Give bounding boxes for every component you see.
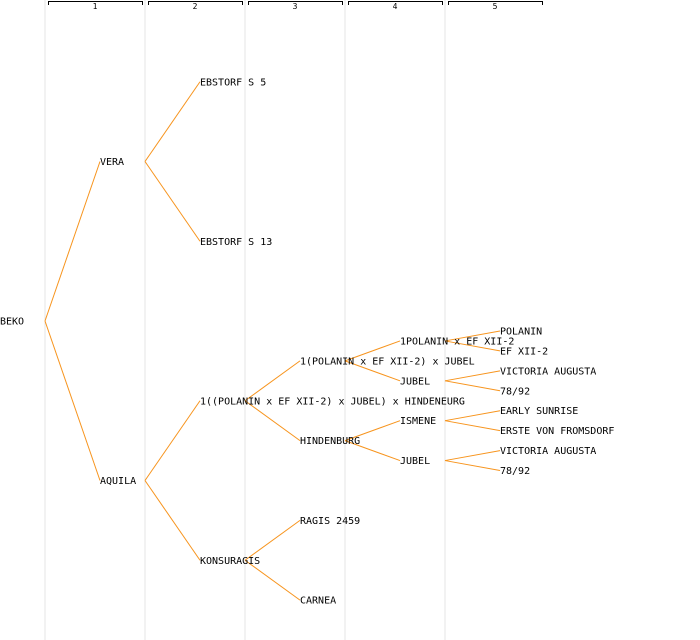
parent-edge [244, 559, 301, 601]
parent-edge [244, 519, 301, 561]
ancestor-name: VERA [100, 157, 124, 168]
parent-edge [444, 330, 501, 342]
column-separators [44, 0, 446, 640]
ancestor-name: 1(POLANIN x EF XII-2) x JUBEL [300, 356, 475, 367]
parent-edge [444, 340, 501, 352]
parent-edge [444, 380, 501, 392]
generation-number: 1 [93, 2, 98, 11]
ancestor-name: AQUILA [100, 476, 136, 487]
ancestor-name: 1((POLANIN x EF XII-2) x JUBEL) x HINDEN… [200, 396, 465, 407]
ancestor-name: POLANIN [500, 326, 542, 337]
parent-edge [244, 400, 301, 442]
parent-edge [344, 340, 401, 362]
generation-bracket [448, 1, 543, 5]
generation-number: 5 [493, 2, 498, 11]
ancestor-name: EARLY SUNRISE [500, 406, 578, 417]
ancestor-name: VICTORIA AUGUSTA [500, 366, 596, 377]
ancestor-name: HINDENBURG [300, 436, 360, 447]
ancestor-name: ERSTE VON FROMSDORF [500, 426, 614, 437]
generation-bracket [248, 1, 343, 5]
parent-edge [344, 360, 401, 382]
parent-edge [144, 400, 201, 481]
parent-edge [444, 370, 501, 382]
parent-edge [444, 450, 501, 462]
ancestor-name: 78/92 [500, 386, 530, 397]
ancestor-name: JUBEL [400, 456, 430, 467]
generation-header: 1 2 3 4 5 [48, 1, 543, 11]
ancestor-name: KONSURAGIS [200, 556, 260, 567]
parent-edge [44, 320, 101, 481]
ancestor-name: VICTORIA AUGUSTA [500, 446, 596, 457]
parent-edge [344, 420, 401, 442]
parent-edge [444, 410, 501, 422]
pedigree-labels: BEKO VERA EBSTORF S 5 EBSTORF S 13 AQUILA 1((… [0, 77, 614, 606]
generation-bracket [48, 1, 143, 5]
generation-number: 4 [393, 2, 398, 11]
generation-number: 3 [293, 2, 298, 11]
parent-edge [144, 81, 201, 162]
pedigree-edges [44, 81, 501, 601]
ancestor-name: EF XII-2 [500, 346, 548, 357]
ancestor-name: EBSTORF S 5 [200, 77, 266, 88]
ancestor-name: RAGIS 2459 [300, 516, 360, 527]
parent-edge [444, 420, 501, 432]
ancestor-name: 1POLANIN x EF XII-2 [400, 336, 514, 347]
generation-bracket [148, 1, 243, 5]
parent-edge [44, 161, 101, 322]
generation-number: 2 [193, 2, 198, 11]
ancestor-name: EBSTORF S 13 [200, 237, 272, 248]
parent-edge [144, 161, 201, 242]
ancestor-name: ISMENE [400, 416, 436, 427]
parent-edge [344, 440, 401, 462]
ancestor-name: 78/92 [500, 466, 530, 477]
parent-edge [244, 360, 301, 402]
ancestor-name: CARNEA [300, 596, 336, 607]
generation-bracket [348, 1, 443, 5]
root-animal-name: BEKO [0, 317, 24, 328]
parent-edge [444, 460, 501, 472]
parent-edge [144, 480, 201, 561]
ancestor-name: JUBEL [400, 376, 430, 387]
